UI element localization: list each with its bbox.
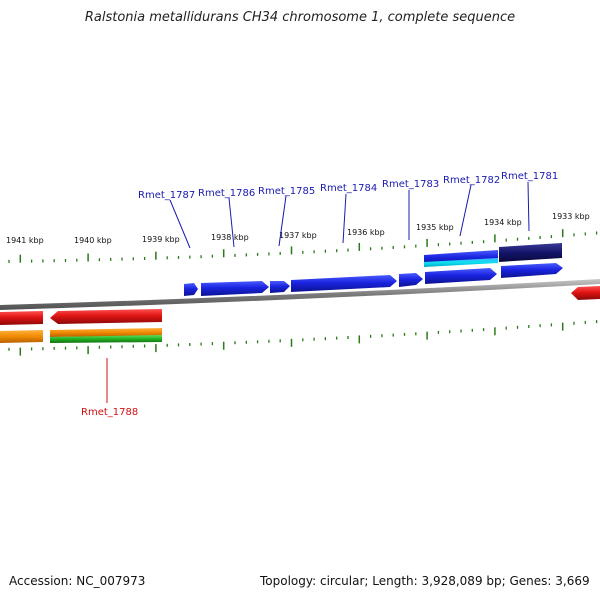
gene-label-rmet-1785[interactable]: Rmet_1785: [258, 186, 315, 197]
gene-label-rmet-1782[interactable]: Rmet_1782: [443, 175, 500, 186]
kbp-label: 1935 kbp: [416, 223, 454, 232]
gene-arrow[interactable]: [425, 268, 497, 284]
reverse-strand-genes: [0, 286, 600, 343]
topology-text: Topology: circular; Length: 3,928,089 bp…: [260, 574, 590, 588]
gene-arrow[interactable]: [0, 311, 43, 325]
gene-label-rmet-1781[interactable]: Rmet_1781: [501, 171, 558, 182]
kbp-scale-labels: 1941 kbp 1940 kbp 1939 kbp 1938 kbp 1937…: [6, 212, 590, 245]
upper-scale-ticks: [8, 229, 598, 263]
gene-arrow[interactable]: [571, 286, 600, 300]
feature-block[interactable]: [50, 328, 162, 337]
gene-labels: Rmet_1787 Rmet_1786 Rmet_1785 Rmet_1784 …: [81, 171, 558, 418]
gene-label-rmet-1783[interactable]: Rmet_1783: [382, 179, 439, 190]
kbp-label: 1941 kbp: [6, 236, 44, 245]
gene-arrow[interactable]: [184, 283, 198, 296]
kbp-label: 1936 kbp: [347, 228, 385, 237]
kbp-label: 1938 kbp: [211, 233, 249, 242]
gene-arrow[interactable]: [291, 275, 397, 292]
forward-strand-genes: [184, 243, 563, 296]
label-leaders: [106, 181, 530, 403]
gene-arrow[interactable]: [399, 273, 423, 287]
gene-arrow[interactable]: [501, 263, 563, 278]
kbp-label: 1937 kbp: [279, 231, 317, 240]
gene-arrow[interactable]: [201, 281, 269, 296]
kbp-label: 1940 kbp: [74, 236, 112, 245]
kbp-label: 1934 kbp: [484, 218, 522, 227]
feature-block[interactable]: [50, 335, 162, 343]
gene-arrow[interactable]: [50, 309, 162, 324]
accession-text: Accession: NC_007973: [9, 574, 146, 588]
gene-label-rmet-1787[interactable]: Rmet_1787: [138, 190, 195, 201]
kbp-label: 1939 kbp: [142, 235, 180, 244]
feature-block[interactable]: [424, 258, 498, 267]
gene-label-rmet-1784[interactable]: Rmet_1784: [320, 183, 377, 194]
kbp-label: 1933 kbp: [552, 212, 590, 221]
map-title: Ralstonia metallidurans CH34 chromosome …: [84, 10, 516, 25]
lower-scale-ticks: [8, 320, 598, 356]
chromosome-backbone: [0, 279, 600, 310]
feature-block[interactable]: [499, 243, 562, 262]
gene-label-rmet-1786[interactable]: Rmet_1786: [198, 188, 255, 199]
feature-block[interactable]: [0, 330, 43, 343]
gene-arrow[interactable]: [270, 281, 290, 293]
gene-label-rmet-1788[interactable]: Rmet_1788: [81, 407, 138, 418]
